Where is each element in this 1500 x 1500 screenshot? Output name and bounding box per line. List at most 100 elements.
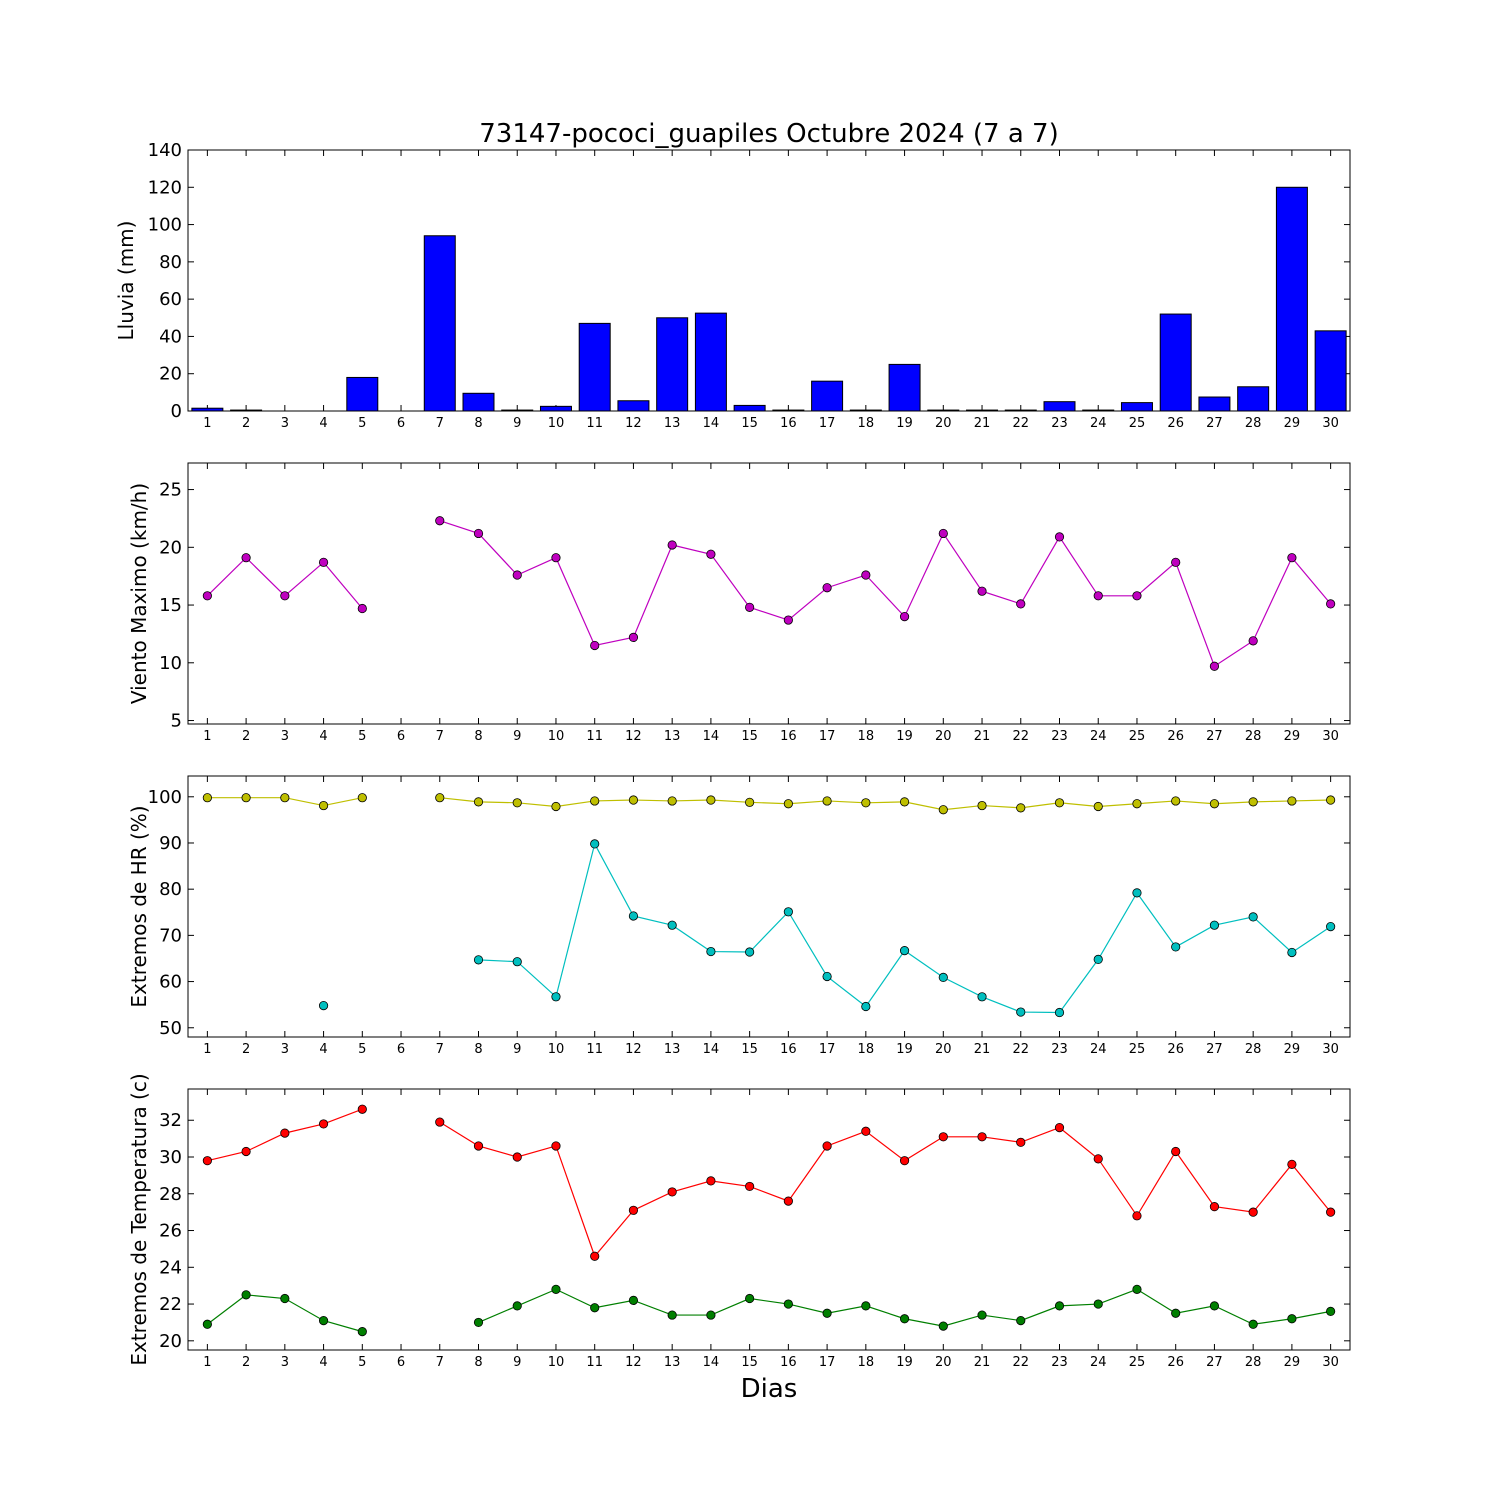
wind-ytick-label: 5 bbox=[171, 711, 182, 732]
temperature-xtick-label: 26 bbox=[1167, 1355, 1184, 1370]
rain-xtick-label: 10 bbox=[548, 416, 565, 431]
rain-xtick-label: 13 bbox=[664, 416, 681, 431]
temperature-xtick-label: 28 bbox=[1245, 1355, 1262, 1370]
temperature-series-0-point bbox=[241, 1146, 251, 1157]
rain-xtick-label: 22 bbox=[1012, 416, 1029, 431]
humidity-xtick-label: 27 bbox=[1206, 1042, 1223, 1057]
humidity-series-0-point bbox=[1209, 799, 1220, 809]
humidity-ytick-label: 60 bbox=[159, 972, 182, 993]
humidity-series-1-point bbox=[512, 957, 522, 967]
wind-xtick-label: 8 bbox=[474, 729, 482, 744]
rain-bar bbox=[888, 363, 921, 412]
temperature-xtick-label: 2 bbox=[242, 1355, 250, 1370]
temperature-series-1-point bbox=[1054, 1301, 1065, 1311]
humidity-series-0-point bbox=[551, 801, 561, 812]
wind-ytick-label: 20 bbox=[159, 537, 182, 558]
temperature-series-1-point bbox=[1132, 1284, 1142, 1294]
wind-series-0-point bbox=[1287, 553, 1297, 563]
temperature-series-0-point bbox=[202, 1156, 212, 1166]
humidity-xtick-label: 10 bbox=[548, 1042, 565, 1057]
rain-bar bbox=[1043, 401, 1076, 412]
x-axis-label: Dias bbox=[741, 1374, 798, 1404]
humidity-series-0-point bbox=[938, 805, 948, 815]
wind-xtick-label: 6 bbox=[397, 729, 405, 744]
humidity-xtick-label: 19 bbox=[896, 1042, 913, 1057]
rain-xtick-label: 14 bbox=[703, 416, 720, 431]
humidity-series-1-point bbox=[977, 992, 987, 1002]
rain-xtick-label: 7 bbox=[436, 416, 444, 431]
wind-xtick-label: 20 bbox=[935, 729, 952, 744]
rain-xtick-label: 16 bbox=[780, 416, 797, 431]
humidity-y-axis-label: Extremos de HR (%) bbox=[127, 805, 151, 1007]
temperature-series-0-point bbox=[1248, 1207, 1258, 1217]
humidity-series-1-point bbox=[745, 947, 755, 957]
rain-bar bbox=[1275, 186, 1308, 412]
humidity-series-1-point bbox=[1287, 947, 1297, 958]
rain-xtick-label: 3 bbox=[281, 416, 289, 431]
rain-bar bbox=[733, 404, 766, 412]
wind-xtick-label: 24 bbox=[1090, 729, 1107, 744]
humidity-xtick-label: 30 bbox=[1322, 1042, 1339, 1057]
wind-series-0-point bbox=[1209, 661, 1220, 671]
humidity-series-1-point bbox=[938, 972, 948, 983]
humidity-xtick-label: 24 bbox=[1090, 1042, 1107, 1057]
wind-xtick-label: 13 bbox=[664, 729, 681, 744]
temperature-series-0-point bbox=[473, 1141, 484, 1151]
temperature-xtick-label: 5 bbox=[358, 1355, 366, 1370]
wind-ytick-label: 15 bbox=[159, 595, 182, 616]
humidity-series-1-point bbox=[1016, 1007, 1026, 1017]
temperature-xtick-label: 18 bbox=[858, 1355, 875, 1370]
rain-bar bbox=[656, 317, 689, 412]
wind-xtick-label: 28 bbox=[1245, 729, 1262, 744]
temperature-series-0-point bbox=[1209, 1202, 1220, 1212]
temperature-xtick-label: 6 bbox=[397, 1355, 405, 1370]
rain-bar bbox=[1237, 386, 1270, 412]
wind-xtick-label: 17 bbox=[819, 729, 836, 744]
temperature-xtick-label: 14 bbox=[703, 1355, 720, 1370]
rain-xtick-label: 2 bbox=[242, 416, 250, 431]
temperature-series-1-line bbox=[207, 1288, 1331, 1333]
temperature-xtick-label: 17 bbox=[819, 1355, 836, 1370]
temperature-series-1-point bbox=[280, 1293, 290, 1304]
humidity-ytick-label: 100 bbox=[148, 787, 182, 808]
humidity-xtick-label: 20 bbox=[935, 1042, 952, 1057]
humidity-xtick-label: 17 bbox=[819, 1042, 836, 1057]
temperature-series-0-point bbox=[1054, 1122, 1065, 1133]
humidity-xtick-label: 15 bbox=[741, 1042, 758, 1057]
wind-series-0-point bbox=[783, 615, 793, 625]
humidity-series-1-point bbox=[706, 946, 716, 957]
rain-bar bbox=[966, 409, 999, 412]
temperature-y-axis-label: Extremos de Temperatura (c) bbox=[127, 1073, 151, 1365]
wind-xtick-label: 21 bbox=[974, 729, 991, 744]
rain-xtick-label: 19 bbox=[896, 416, 913, 431]
temperature-xtick-label: 7 bbox=[436, 1355, 444, 1370]
humidity-xtick-label: 22 bbox=[1012, 1042, 1029, 1057]
humidity-series-0-point bbox=[202, 793, 212, 803]
temperature-series-0-point bbox=[706, 1176, 716, 1186]
humidity-ytick-label: 80 bbox=[159, 879, 182, 900]
humidity-series-1-point bbox=[1171, 942, 1181, 952]
temperature-series-1-point bbox=[241, 1290, 251, 1300]
rain-ytick-label: 120 bbox=[148, 177, 182, 198]
humidity-series-0-point bbox=[706, 795, 716, 805]
rain-bar bbox=[230, 409, 263, 412]
temperature-series-0-point bbox=[512, 1152, 522, 1162]
humidity-series-0-point bbox=[1054, 798, 1065, 808]
humidity-series-0-point bbox=[357, 793, 367, 803]
temperature-series-1-point bbox=[473, 1317, 484, 1328]
temperature-xtick-label: 1 bbox=[203, 1355, 211, 1370]
wind-series-0-point bbox=[706, 549, 716, 559]
humidity-series-0-point bbox=[783, 799, 793, 809]
wind-series-0-point bbox=[357, 603, 367, 614]
temperature-xtick-label: 12 bbox=[625, 1355, 642, 1370]
wind-plot-frame bbox=[187, 462, 1351, 725]
humidity-xtick-label: 12 bbox=[625, 1042, 642, 1057]
wind-ytick-label: 10 bbox=[159, 653, 182, 674]
humidity-xtick-label: 21 bbox=[974, 1042, 991, 1057]
humidity-xtick-label: 23 bbox=[1051, 1042, 1068, 1057]
rain-xtick-label: 18 bbox=[858, 416, 875, 431]
wind-xtick-label: 16 bbox=[780, 729, 797, 744]
humidity-series-1-point bbox=[318, 1000, 329, 1011]
humidity-series-1-line bbox=[478, 842, 1331, 1014]
